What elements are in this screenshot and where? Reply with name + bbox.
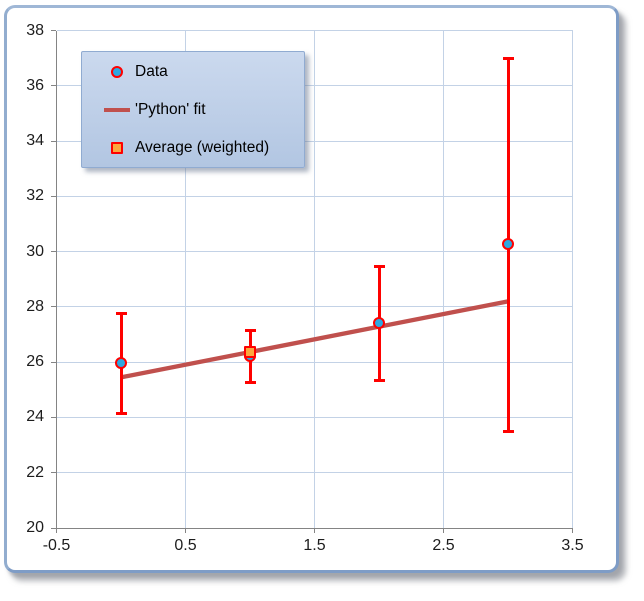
legend-marker-slot [103, 107, 130, 112]
error-bar-bottom-cap [502, 429, 514, 433]
error-bar-bottom-cap [115, 411, 127, 415]
horizontal-gridline [56, 306, 573, 308]
x-tick-label: -0.5 [42, 537, 71, 554]
legend-label-average: Average (weighted) [135, 138, 270, 156]
fit-line-icon [103, 107, 130, 112]
y-tick-label: 20 [26, 519, 44, 536]
vertical-gridline [314, 30, 315, 528]
x-axis-tick [56, 528, 57, 533]
average-point-icon [110, 141, 123, 154]
error-bar-top-cap [115, 312, 127, 316]
legend-entry-data: Data [82, 53, 304, 91]
x-axis-tick [314, 528, 315, 533]
data-point-marker [372, 316, 385, 329]
vertical-gridline [443, 30, 444, 528]
vertical-gridline [185, 30, 186, 528]
y-tick-label: 32 [26, 187, 44, 205]
x-tick-label: 0.5 [174, 537, 197, 554]
legend-marker-slot [103, 141, 130, 154]
horizontal-gridline [56, 472, 573, 474]
y-tick-label: 34 [26, 132, 44, 150]
legend-label-data: Data [135, 62, 168, 80]
legend-entry-average: Average (weighted) [82, 129, 304, 167]
legend-marker-slot [103, 65, 130, 78]
y-axis-tick [51, 251, 56, 253]
error-bar-top-cap [502, 56, 514, 60]
error-bar-bottom-cap [373, 378, 385, 382]
error-bar-bottom-cap [244, 381, 256, 385]
y-axis-tick [51, 30, 56, 31]
horizontal-gridline [56, 195, 573, 197]
vertical-gridline [572, 30, 573, 528]
y-tick-label: 24 [26, 408, 44, 426]
legend: Data 'Python' fit Average (weighted) [81, 51, 305, 168]
horizontal-gridline [56, 30, 573, 31]
legend-entry-python-fit: 'Python' fit [82, 91, 304, 129]
x-tick-label: 1.5 [303, 537, 326, 554]
y-axis-tick [51, 527, 56, 529]
x-axis-tick [443, 528, 444, 533]
horizontal-gridline [56, 361, 573, 363]
error-bar-top-cap [373, 265, 385, 269]
y-axis-tick [51, 416, 56, 418]
y-axis-tick [51, 472, 56, 474]
y-axis-tick [51, 361, 56, 363]
horizontal-gridline [56, 85, 573, 87]
x-axis-tick [572, 528, 573, 533]
legend-label-python-fit: 'Python' fit [135, 100, 206, 118]
y-tick-label: 38 [26, 21, 44, 39]
y-tick-label: 28 [26, 297, 44, 315]
x-tick-label: 3.5 [561, 537, 584, 554]
y-tick-label: 26 [26, 353, 44, 371]
horizontal-gridline [56, 140, 573, 142]
y-axis-tick [51, 195, 56, 197]
y-tick-label: 30 [26, 242, 44, 260]
average-point-marker [243, 345, 256, 358]
error-bar-top-cap [244, 328, 256, 332]
horizontal-gridline [56, 251, 573, 253]
y-tick-label: 22 [26, 463, 44, 481]
data-point-marker [114, 357, 127, 370]
y-axis-tick [51, 140, 56, 142]
data-point-icon [110, 65, 123, 78]
y-tick-label: 36 [26, 76, 44, 94]
x-tick-label: 2.5 [432, 537, 455, 554]
data-point-marker [501, 238, 514, 251]
x-axis-tick [185, 528, 186, 533]
y-axis-tick [51, 306, 56, 308]
y-axis-line [56, 30, 57, 529]
y-axis-tick [51, 85, 56, 87]
horizontal-gridline [56, 416, 573, 418]
